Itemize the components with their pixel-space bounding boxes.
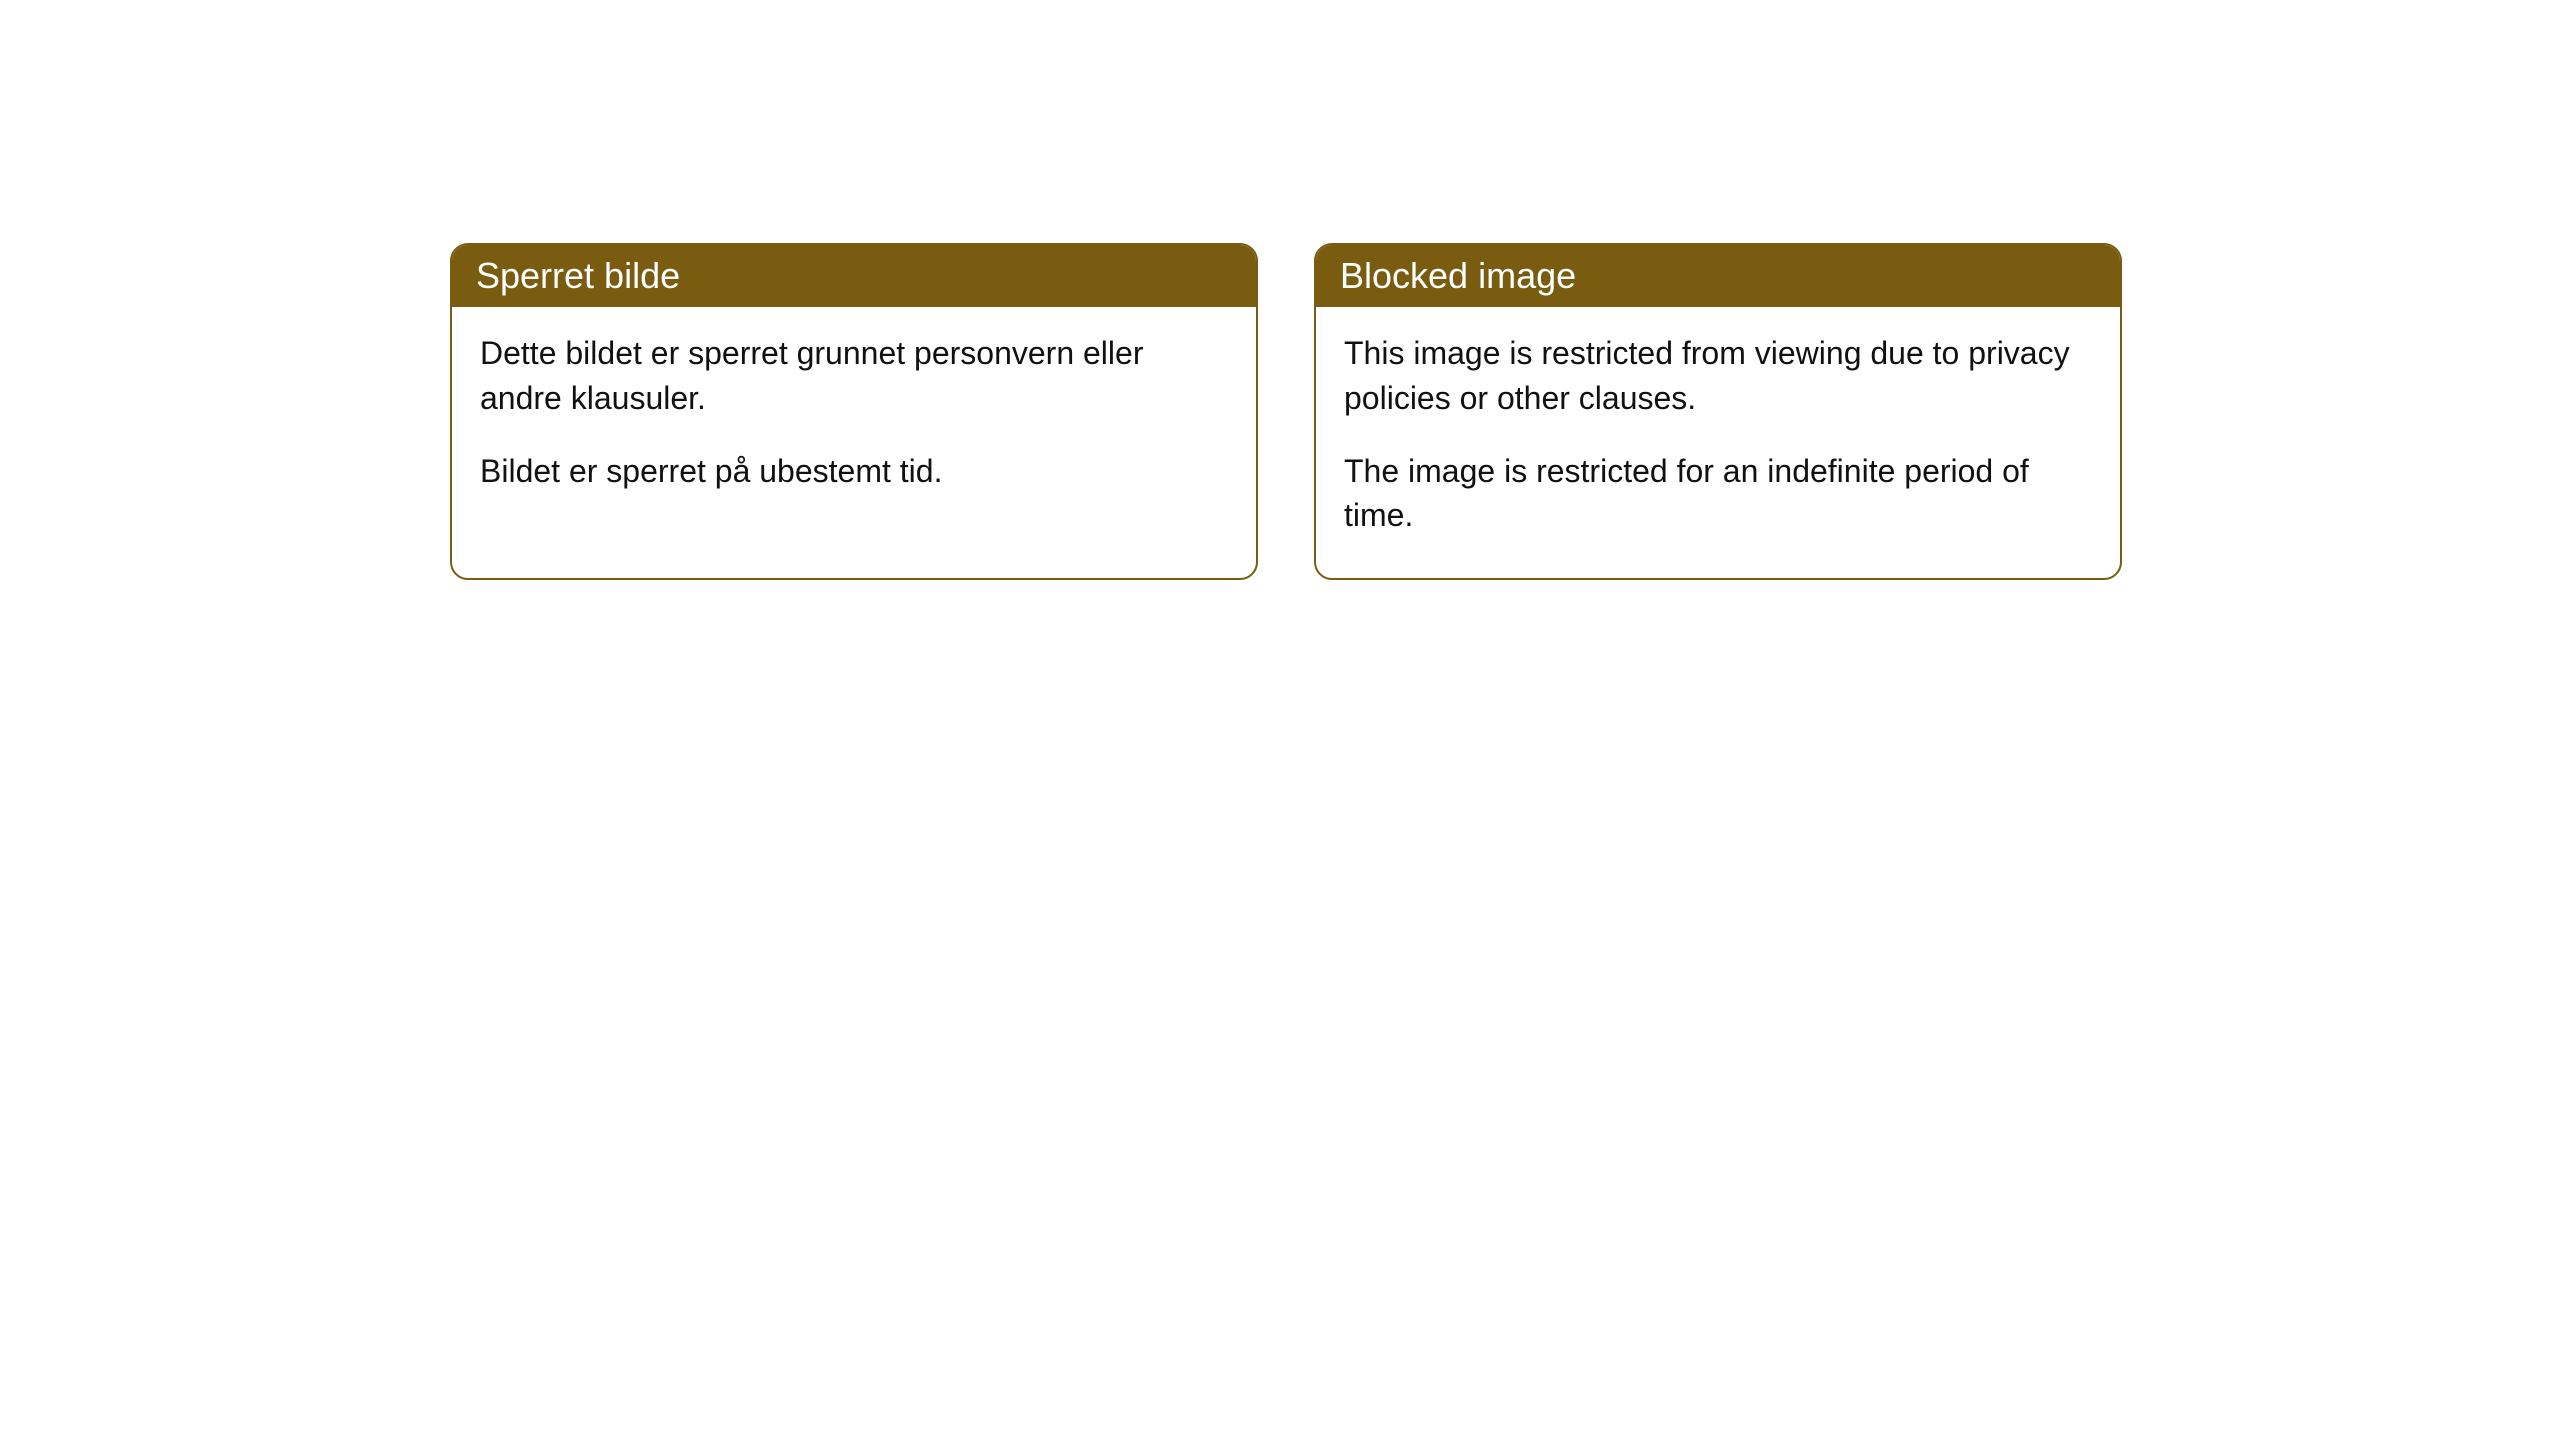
card-paragraph2-no: Bildet er sperret på ubestemt tid. — [480, 449, 1228, 494]
card-paragraph1-no: Dette bildet er sperret grunnet personve… — [480, 331, 1228, 421]
card-body-no: Dette bildet er sperret grunnet personve… — [452, 307, 1256, 533]
card-paragraph1-en: This image is restricted from viewing du… — [1344, 331, 2092, 421]
card-body-en: This image is restricted from viewing du… — [1316, 307, 2120, 578]
blocked-image-card-en: Blocked image This image is restricted f… — [1314, 243, 2122, 580]
card-paragraph2-en: The image is restricted for an indefinit… — [1344, 449, 2092, 539]
card-title-en: Blocked image — [1340, 255, 1576, 296]
card-title-no: Sperret bilde — [476, 255, 680, 296]
card-header-no: Sperret bilde — [452, 245, 1256, 307]
cards-container: Sperret bilde Dette bildet er sperret gr… — [450, 243, 2560, 580]
card-header-en: Blocked image — [1316, 245, 2120, 307]
blocked-image-card-no: Sperret bilde Dette bildet er sperret gr… — [450, 243, 1258, 580]
